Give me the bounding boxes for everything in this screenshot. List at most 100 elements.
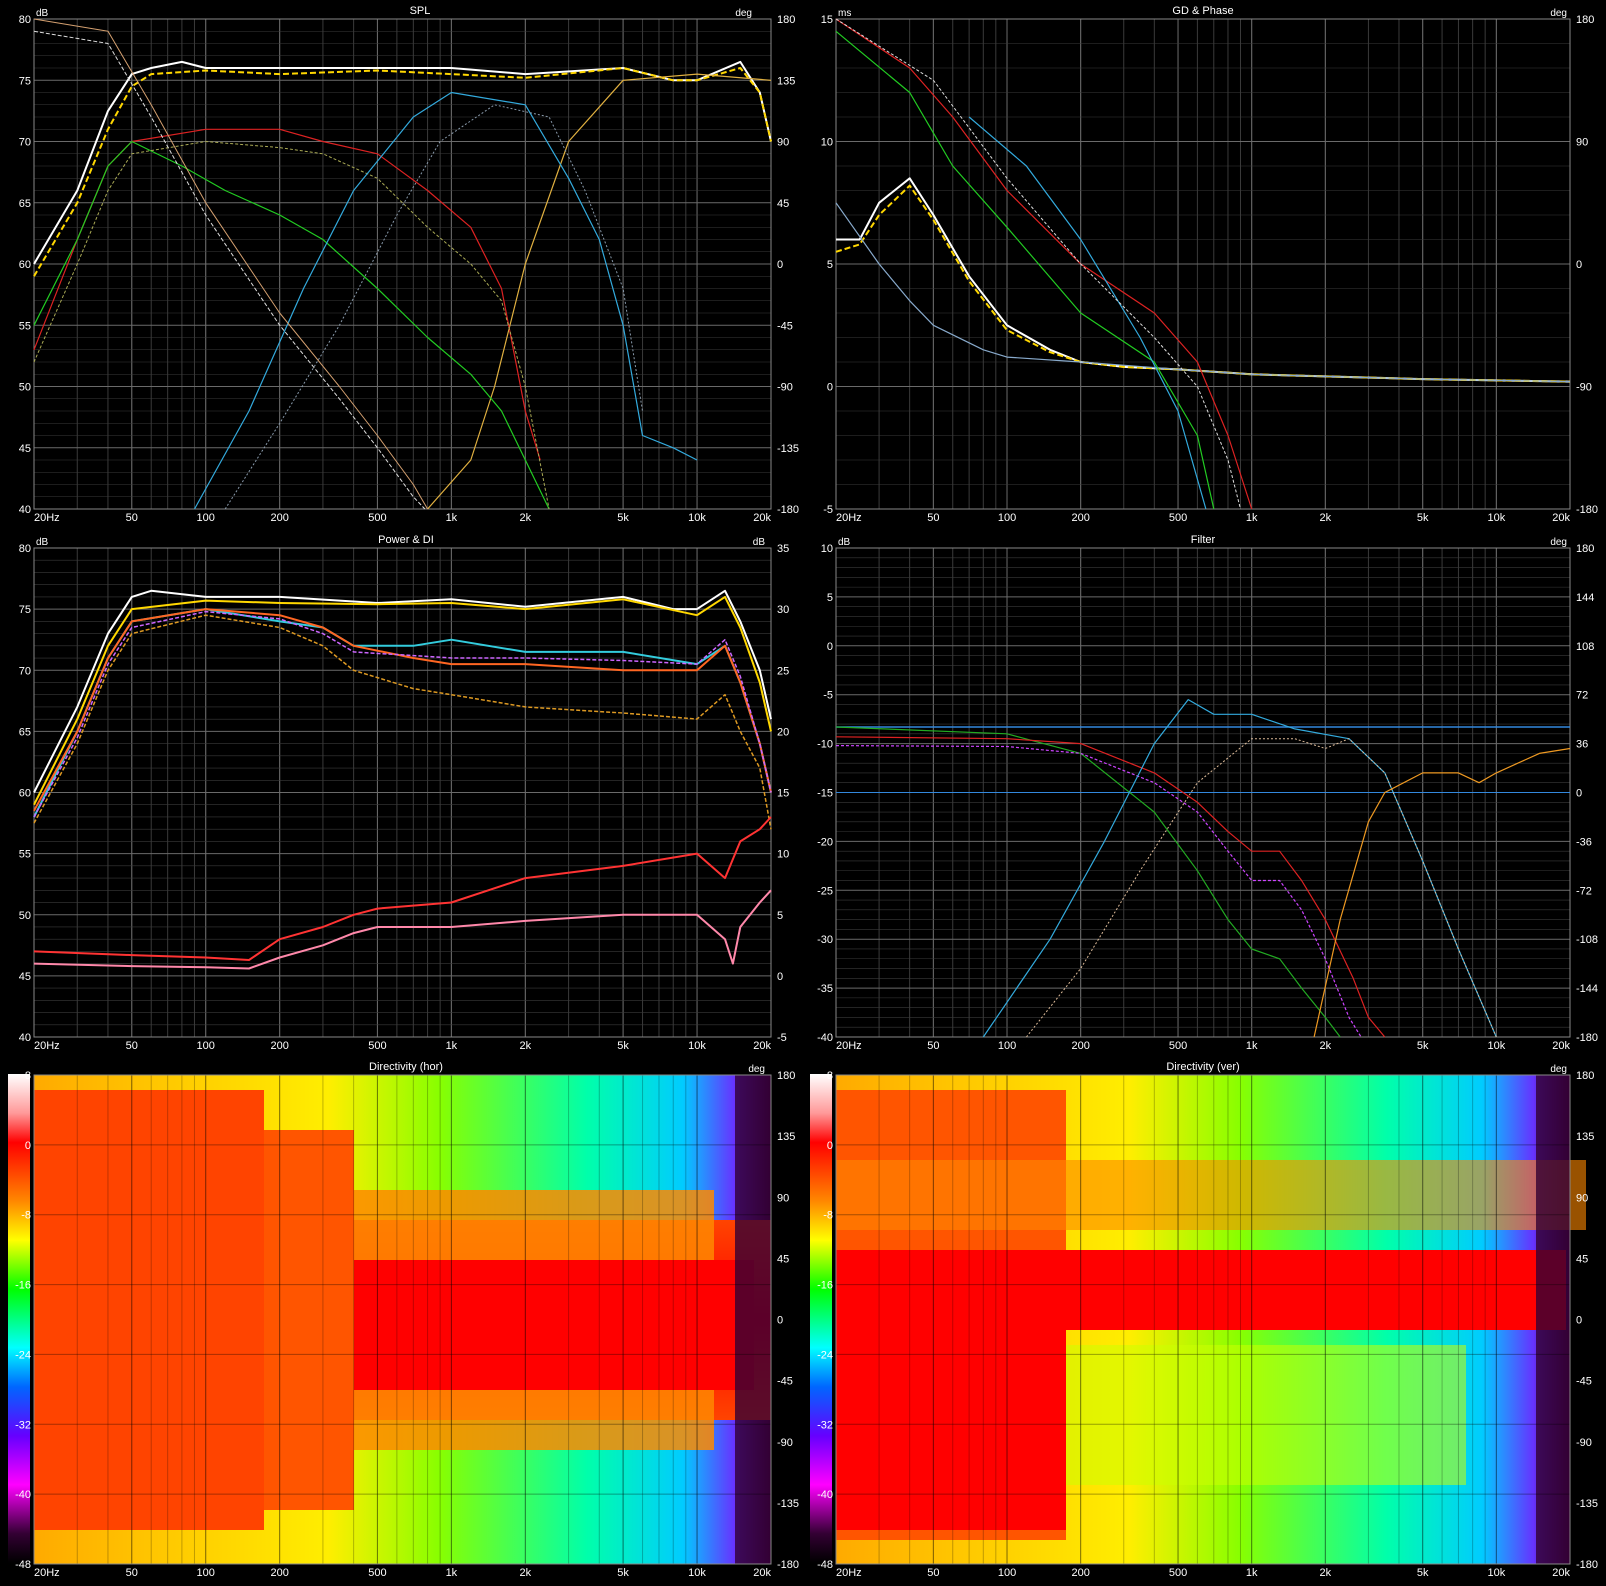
y-tick-label-right: 180 <box>777 1070 795 1082</box>
x-tick-label: 2k <box>1320 512 1332 524</box>
x-tick-label: 20k <box>1552 1567 1570 1579</box>
series-line <box>968 116 1207 510</box>
directivity-hor-heatmap <box>34 1075 771 1564</box>
series-line <box>835 744 1362 1038</box>
y-tick-label-left: -40 <box>15 1489 31 1501</box>
y-tick-label-right: 144 <box>1576 592 1594 604</box>
x-tick-label: 1k <box>446 1567 458 1579</box>
x-tick-label: 100 <box>197 1567 215 1579</box>
x-tick-label: 50 <box>927 1040 939 1052</box>
x-tick-label: 200 <box>270 1567 288 1579</box>
filter-right-unit: deg <box>1550 537 1567 548</box>
x-tick-label: 20Hz <box>836 1567 862 1579</box>
x-tick-label: 10k <box>1487 1040 1505 1052</box>
x-tick-label: 5k <box>1417 1040 1429 1052</box>
x-tick-label: 200 <box>270 1040 288 1052</box>
y-tick-label-right: 0 <box>1576 1315 1582 1327</box>
y-tick-label-right: -180 <box>777 504 799 516</box>
x-tick-label: 20Hz <box>836 512 862 524</box>
gd-phase-grid <box>835 18 1571 510</box>
y-tick-label-right: 30 <box>777 604 789 616</box>
y-tick-label-left: 40 <box>19 1032 31 1044</box>
series-line <box>224 104 643 510</box>
x-tick-label: 10k <box>1487 1567 1505 1579</box>
panel-spl: SPL dB deg 20Hz 50 100 200 500 1k 2k 5k 10k 20k40… <box>19 5 799 524</box>
x-tick-label: 20k <box>1552 1040 1570 1052</box>
y-tick-label-right: 90 <box>1576 137 1588 149</box>
panel-gd-phase: GD & Phase ms deg 20Hz 50 100 200 500 1k 2k 5k 1… <box>821 5 1598 524</box>
y-tick-label-right: -180 <box>1576 1032 1598 1044</box>
y-tick-label-left: 0 <box>827 382 833 394</box>
x-tick-label: 2k <box>520 512 532 524</box>
series-line <box>835 726 1341 1038</box>
y-tick-label-right: 90 <box>777 137 789 149</box>
power-di-left-unit: dB <box>36 537 49 548</box>
series-line <box>33 141 550 510</box>
x-tick-label: 50 <box>126 1040 138 1052</box>
y-tick-label-left: 5 <box>827 592 833 604</box>
series-line <box>835 736 1386 1038</box>
y-tick-label-right: -45 <box>1576 1376 1592 1388</box>
x-tick-label: 500 <box>1169 1567 1187 1579</box>
y-tick-label-right: -108 <box>1576 934 1598 946</box>
y-tick-label-right: -45 <box>777 1376 793 1388</box>
y-tick-label-left: -35 <box>817 983 833 995</box>
y-tick-label-right: -135 <box>777 443 799 455</box>
y-tick-label-left: 55 <box>19 320 31 332</box>
y-tick-label-left: 0 <box>827 641 833 653</box>
y-tick-label-right: 25 <box>777 665 789 677</box>
y-tick-label-left: -30 <box>817 934 833 946</box>
y-tick-label-left: -32 <box>15 1419 31 1431</box>
x-tick-label: 5k <box>617 1567 629 1579</box>
x-tick-label: 20k <box>753 1040 771 1052</box>
gd-phase-left-unit: ms <box>838 8 851 19</box>
power-di-grid <box>33 547 772 1038</box>
x-tick-label: 20k <box>753 1567 771 1579</box>
y-tick-label-right: 0 <box>1576 259 1582 271</box>
series-line <box>835 202 1571 383</box>
y-tick-label-left: -48 <box>15 1559 31 1571</box>
y-tick-label-left: 65 <box>19 198 31 210</box>
directivity-ver-ticks: 20Hz 50 100 200 500 1k 2k 5k 10k 20k -48 -40 -32 -24 -… <box>817 1070 1598 1579</box>
x-tick-label: 500 <box>368 1040 386 1052</box>
spl-ticks: 20Hz 50 100 200 500 1k 2k 5k 10k 20k 40 45 50 55 60 65 7… <box>19 14 799 524</box>
filter-series <box>835 698 1571 1038</box>
y-tick-label-left: 65 <box>19 726 31 738</box>
y-tick-label-right: 45 <box>777 198 789 210</box>
y-tick-label-right: -72 <box>1576 885 1592 897</box>
panel-directivity-ver: Directivity (ver) deg 20Hz 50 100 200 500 1k 2… <box>810 1061 1598 1579</box>
y-tick-label-right: 15 <box>777 788 789 800</box>
y-tick-label-right: -180 <box>777 1559 799 1571</box>
y-tick-label-right: 45 <box>777 1253 789 1265</box>
y-tick-label-right: 0 <box>1576 788 1582 800</box>
x-tick-label: 20k <box>753 512 771 524</box>
directivity-ver-heatmap <box>836 1075 1586 1564</box>
y-tick-label-left: 0 <box>827 1140 833 1152</box>
spl-series <box>33 18 772 510</box>
y-tick-label-left: -24 <box>15 1349 31 1361</box>
y-tick-label-left: -8 <box>21 1210 31 1222</box>
directivity-hor-title: Directivity (hor) <box>369 1061 443 1073</box>
y-tick-label-left: 80 <box>19 14 31 26</box>
filter-title: Filter <box>1191 534 1216 546</box>
y-tick-label-right: 10 <box>777 849 789 861</box>
y-tick-label-left: 60 <box>19 259 31 271</box>
y-tick-label-right: 35 <box>777 543 789 555</box>
y-tick-label-right: 108 <box>1576 641 1594 653</box>
spl-right-unit: deg <box>735 8 752 19</box>
x-tick-label: 500 <box>368 1567 386 1579</box>
y-tick-label-left: -32 <box>817 1419 833 1431</box>
x-tick-label: 100 <box>998 512 1016 524</box>
y-tick-label-left: 70 <box>19 137 31 149</box>
y-tick-label-left: -40 <box>817 1032 833 1044</box>
x-tick-label: 200 <box>1071 1567 1089 1579</box>
y-tick-label-right: 0 <box>777 259 783 271</box>
y-tick-label-right: -144 <box>1576 983 1598 995</box>
y-tick-label-left: 10 <box>821 543 833 555</box>
series-line <box>427 73 772 510</box>
x-tick-label: 50 <box>126 1567 138 1579</box>
y-tick-label-right: 90 <box>1576 1192 1588 1204</box>
x-tick-label: 20Hz <box>34 1040 60 1052</box>
plot-frame <box>835 18 1571 510</box>
x-tick-label: 500 <box>1169 512 1187 524</box>
